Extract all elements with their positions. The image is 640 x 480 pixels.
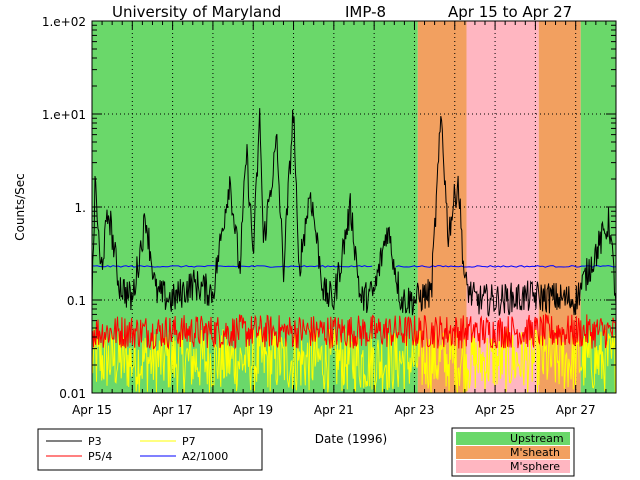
series-line-p54	[91, 313, 617, 350]
legend-label-p7: P7	[182, 435, 196, 448]
legend-swatch-upstream	[456, 432, 570, 445]
y-tick-label-3: 0.1	[67, 294, 86, 308]
header-right: Apr 15 to Apr 27	[448, 3, 572, 21]
x-tick-label-6: Apr 27	[556, 403, 596, 417]
legend-label-p3: P3	[88, 435, 102, 448]
y-tick-label-2: 1.	[75, 201, 86, 215]
x-tick-label-3: Apr 21	[314, 403, 354, 417]
series-line-p3	[91, 108, 617, 317]
x-tick-label-2: Apr 19	[233, 403, 273, 417]
grid-lines	[92, 21, 616, 393]
region-legend: Upstream M'sheath M'sphere	[451, 427, 575, 477]
y-tick-label-1: 1.e+01	[42, 108, 86, 122]
axis-ticks	[91, 20, 617, 394]
series-lines	[91, 108, 617, 394]
series-legend-box	[37, 428, 263, 471]
y-tick-labels: 1.e+02 1.e+01 1. 0.1 0.01	[42, 15, 86, 401]
series-line-p7	[91, 328, 617, 394]
legend-swatch-msphere	[456, 460, 570, 473]
legend-swatch-msheath	[456, 446, 570, 459]
legend-label-upstream: Upstream	[510, 432, 564, 445]
legend-label-p54: P5/4	[88, 450, 112, 463]
x-tick-label-1: Apr 17	[153, 403, 193, 417]
header-left: University of Maryland	[112, 3, 281, 21]
header-center: IMP-8	[345, 3, 386, 21]
legend-label-a2: A2/1000	[182, 450, 228, 463]
x-axis-label: Date (1996)	[315, 432, 387, 446]
x-tick-labels: Apr 15 Apr 17 Apr 19 Apr 21 Apr 23 Apr 25 Apr …	[72, 403, 596, 417]
x-tick-label-0: Apr 15	[72, 403, 112, 417]
x-tick-label-4: Apr 23	[395, 403, 435, 417]
series-legend: P3 P7 P5/4 A2/1000	[37, 428, 263, 471]
y-tick-label-0: 1.e+02	[42, 15, 86, 29]
legend-label-msphere: M'sphere	[510, 460, 560, 473]
region-bands	[92, 21, 616, 393]
y-tick-label-4: 0.01	[59, 387, 86, 401]
x-tick-label-5: Apr 25	[475, 403, 515, 417]
legend-label-msheath: M'sheath	[510, 446, 560, 459]
y-axis-label: Counts/Sec	[13, 173, 27, 241]
